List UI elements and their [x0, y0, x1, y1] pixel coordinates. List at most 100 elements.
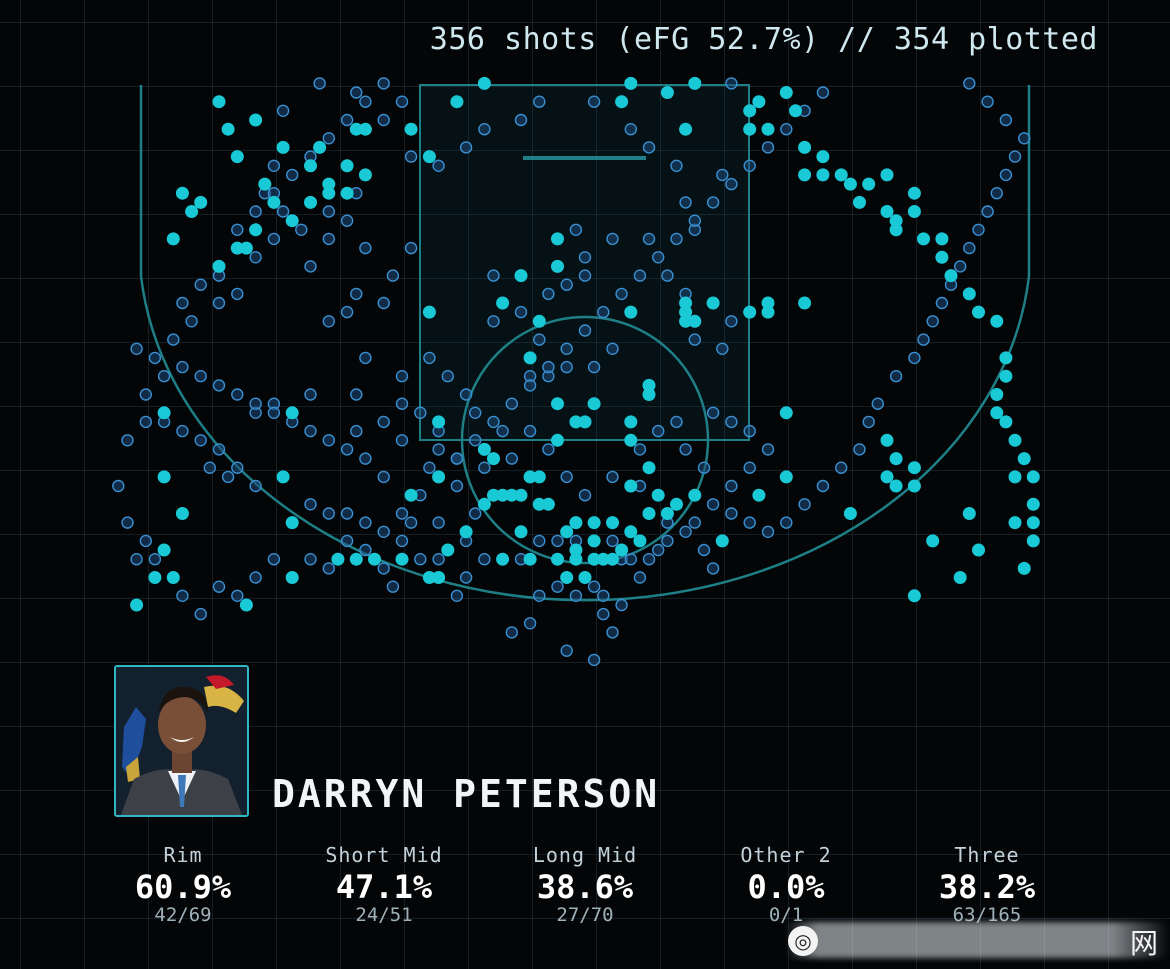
made-shot-point — [679, 296, 693, 310]
zone-frac: 0/1 — [768, 904, 804, 926]
missed-shot-point — [414, 406, 427, 419]
missed-shot-point — [743, 461, 756, 474]
missed-shot-point — [267, 159, 281, 173]
missed-shot-point — [322, 562, 335, 575]
made-shot-point — [560, 525, 574, 539]
missed-shot-point — [395, 370, 409, 383]
made-shot-point — [587, 397, 601, 411]
made-shot-point — [1026, 497, 1040, 511]
missed-shot-point — [377, 562, 390, 575]
missed-shot-point — [441, 370, 454, 383]
missed-shot-point — [350, 424, 363, 438]
missed-shot-point — [798, 498, 811, 511]
made-shot-point — [1026, 470, 1040, 484]
missed-shot-point — [780, 122, 793, 136]
made-shot-point — [889, 223, 903, 237]
zone-pct: 60.9% — [134, 868, 232, 906]
missed-shot-point — [322, 507, 335, 520]
zone-pct: 47.1% — [335, 868, 433, 906]
made-shot-point — [880, 433, 894, 447]
made-shot-point — [660, 507, 674, 520]
missed-shot-point — [935, 296, 949, 310]
made-shot-point — [743, 122, 757, 136]
missed-shot-point — [304, 498, 317, 511]
missed-shot-point — [130, 342, 143, 355]
missed-shot-point — [377, 113, 390, 127]
missed-shot-point — [688, 333, 701, 346]
made-shot-point — [761, 122, 775, 136]
missed-shot-point — [652, 543, 665, 557]
missed-shot-point — [523, 424, 537, 438]
missed-shot-point — [350, 388, 363, 401]
missed-shot-point — [139, 388, 153, 401]
made-shot-point — [267, 195, 281, 209]
made-shot-point — [166, 571, 180, 584]
made-shot-point — [422, 305, 436, 319]
made-shot-point — [990, 314, 1004, 328]
missed-shot-point — [670, 232, 683, 246]
zone-pct: 38.2% — [938, 868, 1036, 906]
missed-shot-point — [871, 397, 884, 410]
missed-shot-point — [469, 434, 482, 447]
three-point-line — [139, 85, 1031, 602]
missed-shot-point — [706, 562, 720, 575]
made-shot-point — [459, 525, 473, 539]
zone-label: Other 2 — [740, 843, 832, 867]
made-shot-point — [532, 314, 546, 328]
missed-shot-point — [212, 379, 226, 392]
missed-shot-point — [194, 607, 207, 621]
missed-shot-point — [176, 296, 189, 310]
player-name: DARRYN PETERSON — [272, 772, 661, 816]
made-shot-point — [642, 461, 656, 475]
made-shot-point — [477, 442, 491, 456]
made-shot-point — [670, 497, 683, 511]
missed-shot-point — [533, 333, 546, 346]
missed-shot-point — [990, 186, 1003, 200]
made-shot-point — [578, 415, 592, 429]
missed-shot-point — [505, 452, 518, 465]
missed-shot-point — [231, 223, 244, 237]
missed-shot-point — [606, 470, 619, 484]
missed-shot-point — [194, 278, 207, 291]
missed-shot-point — [377, 470, 390, 484]
made-shot-point — [999, 415, 1013, 429]
missed-shot-point — [469, 507, 482, 520]
missed-shot-point — [340, 305, 354, 319]
made-shot-point — [907, 461, 921, 475]
missed-shot-point — [533, 95, 546, 108]
missed-shot-point — [615, 598, 628, 612]
made-shot-point — [990, 388, 1004, 401]
missed-shot-point — [340, 214, 354, 227]
missed-shot-point — [359, 351, 372, 365]
made-shot-point — [743, 305, 757, 319]
made-shot-point — [798, 168, 812, 182]
missed-shot-point — [542, 287, 555, 301]
made-shot-point — [212, 95, 226, 109]
made-shot-point — [1026, 534, 1040, 548]
made-shot-point — [798, 296, 812, 310]
made-shot-point — [587, 516, 601, 530]
made-shot-point — [1017, 452, 1031, 466]
missed-shot-point — [276, 205, 290, 218]
missed-shot-point — [359, 543, 372, 557]
missed-shots — [112, 77, 1031, 667]
missed-shot-point — [322, 132, 335, 145]
zone-frac: 24/51 — [355, 904, 413, 926]
made-shot-point — [962, 507, 976, 520]
made-shot-point — [432, 415, 446, 429]
missed-shot-point — [121, 516, 134, 529]
missed-shot-point — [743, 516, 756, 529]
made-shot-point — [551, 397, 564, 411]
made-shot-point — [1017, 561, 1031, 575]
missed-shot-point — [679, 443, 692, 456]
missed-shot-point — [404, 241, 418, 255]
missed-shot-point — [249, 397, 262, 410]
missed-shot-point — [761, 141, 775, 154]
missed-shot-point — [276, 104, 290, 118]
player-photo — [116, 667, 247, 815]
made-shot-point — [368, 552, 381, 566]
made-shot-point — [926, 534, 940, 548]
made-shot-point — [642, 507, 656, 520]
missed-shot-point — [697, 543, 711, 557]
made-shot-point — [349, 122, 363, 136]
